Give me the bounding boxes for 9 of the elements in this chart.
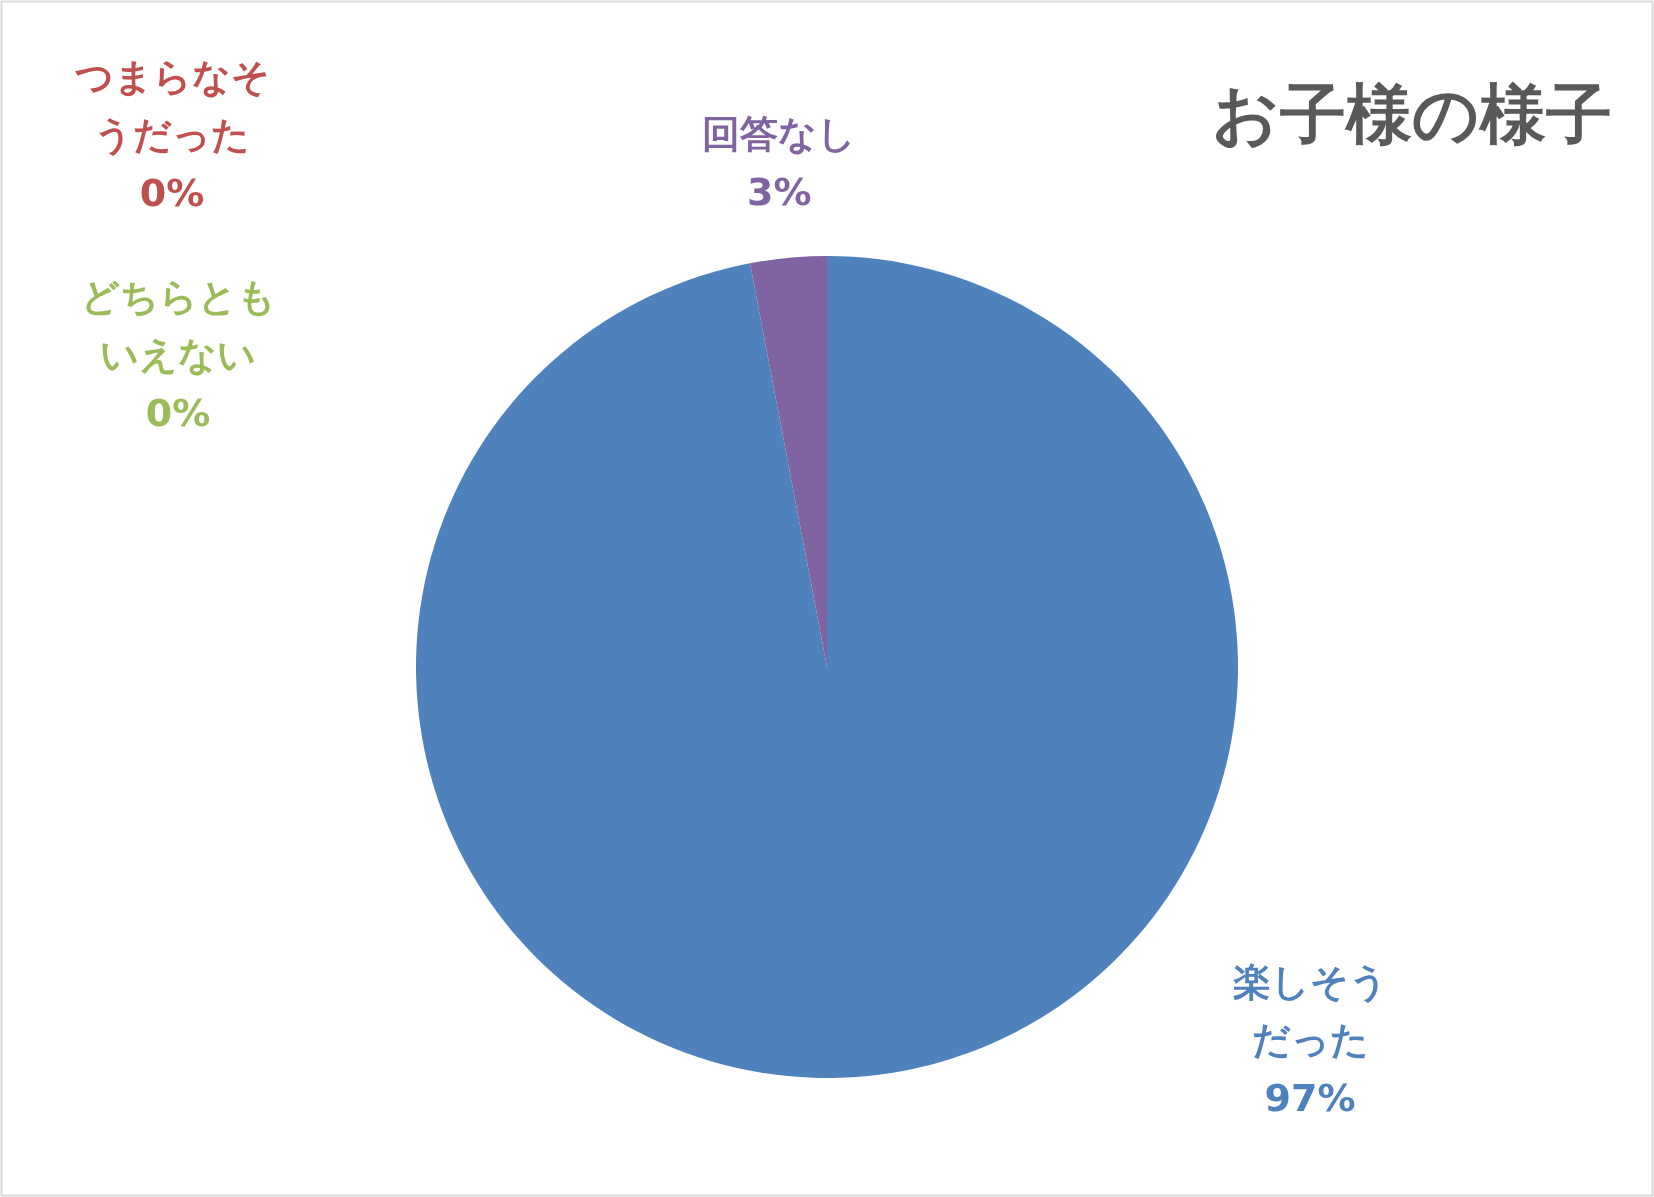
slice-label: 回答なし <box>701 111 858 159</box>
chart-title: お子様の様子 <box>1212 75 1612 155</box>
slice-label: 楽しそうだった <box>1231 959 1389 1064</box>
data-label: 3% <box>746 169 813 217</box>
data-label: 97% <box>1263 1075 1357 1122</box>
category-label: どちらともいえない <box>80 275 276 377</box>
text: 0% <box>139 171 205 215</box>
category-label: つまらなそうだった <box>74 55 270 157</box>
text: 0% <box>145 391 211 435</box>
